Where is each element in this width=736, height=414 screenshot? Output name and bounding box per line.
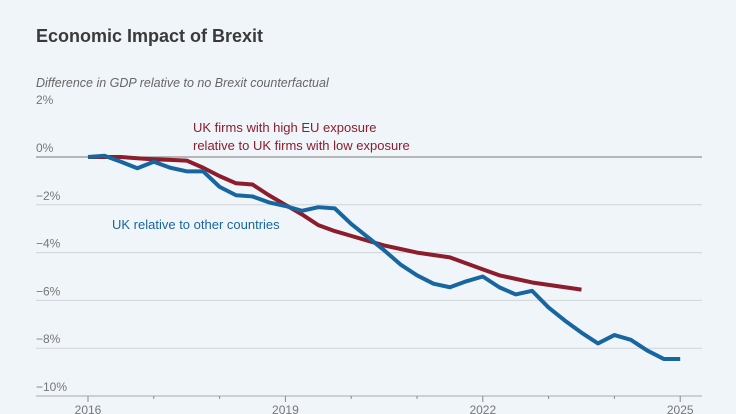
x-tick-label: 2025	[667, 403, 694, 414]
y-tick-label: −2%	[36, 189, 61, 203]
x-tick-label: 2019	[272, 403, 299, 414]
x-tick-label: 2016	[75, 403, 102, 414]
y-axis-label: Difference in GDP relative to no Brexit …	[36, 76, 329, 90]
y-tick-label: 0%	[36, 141, 54, 155]
series-label-red-line1: UK firms with high EU exposure	[193, 120, 377, 135]
series-line-eu-exposure	[88, 155, 582, 292]
y-tick-label: 2%	[36, 93, 54, 107]
series-label-red-line2: relative to UK firms with low exposure	[193, 138, 410, 153]
y-tick-label: −10%	[36, 380, 67, 394]
y-tick-label: −8%	[36, 332, 61, 346]
y-tick-label: −6%	[36, 284, 61, 298]
chart-title: Economic Impact of Brexit	[36, 26, 264, 46]
series-line-uk-vs-others	[87, 153, 681, 361]
series-label-blue: UK relative to other countries	[112, 217, 280, 232]
y-tick-label: −4%	[36, 237, 61, 251]
x-tick-label: 2022	[469, 403, 496, 414]
